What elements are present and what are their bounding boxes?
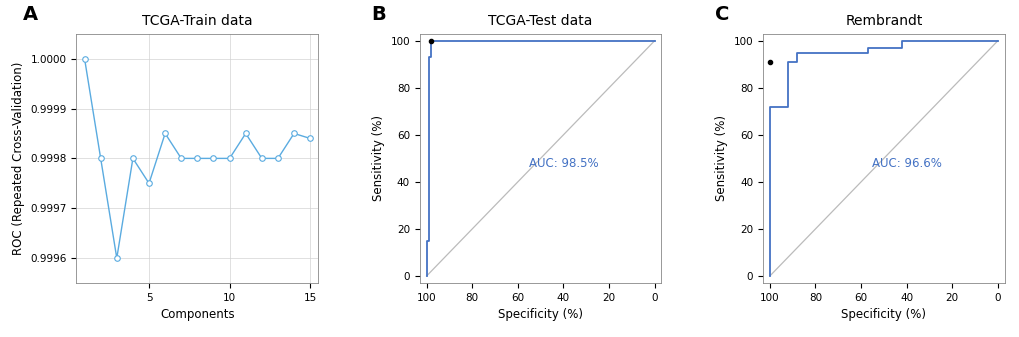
Title: TCGA-Test data: TCGA-Test data <box>488 14 592 28</box>
Text: C: C <box>714 5 729 24</box>
Text: A: A <box>23 5 39 24</box>
Y-axis label: Sensitivity (%): Sensitivity (%) <box>714 115 728 202</box>
Y-axis label: Sensitivity (%): Sensitivity (%) <box>372 115 384 202</box>
Text: AUC: 96.6%: AUC: 96.6% <box>871 157 941 170</box>
X-axis label: Components: Components <box>160 308 234 321</box>
X-axis label: Specificity (%): Specificity (%) <box>497 308 583 321</box>
X-axis label: Specificity (%): Specificity (%) <box>841 308 925 321</box>
Title: Rembrandt: Rembrandt <box>845 14 921 28</box>
Text: B: B <box>371 5 386 24</box>
Y-axis label: ROC (Repeated Cross-Validation): ROC (Repeated Cross-Validation) <box>12 62 24 255</box>
Title: TCGA-Train data: TCGA-Train data <box>142 14 253 28</box>
Text: AUC: 98.5%: AUC: 98.5% <box>528 157 597 170</box>
